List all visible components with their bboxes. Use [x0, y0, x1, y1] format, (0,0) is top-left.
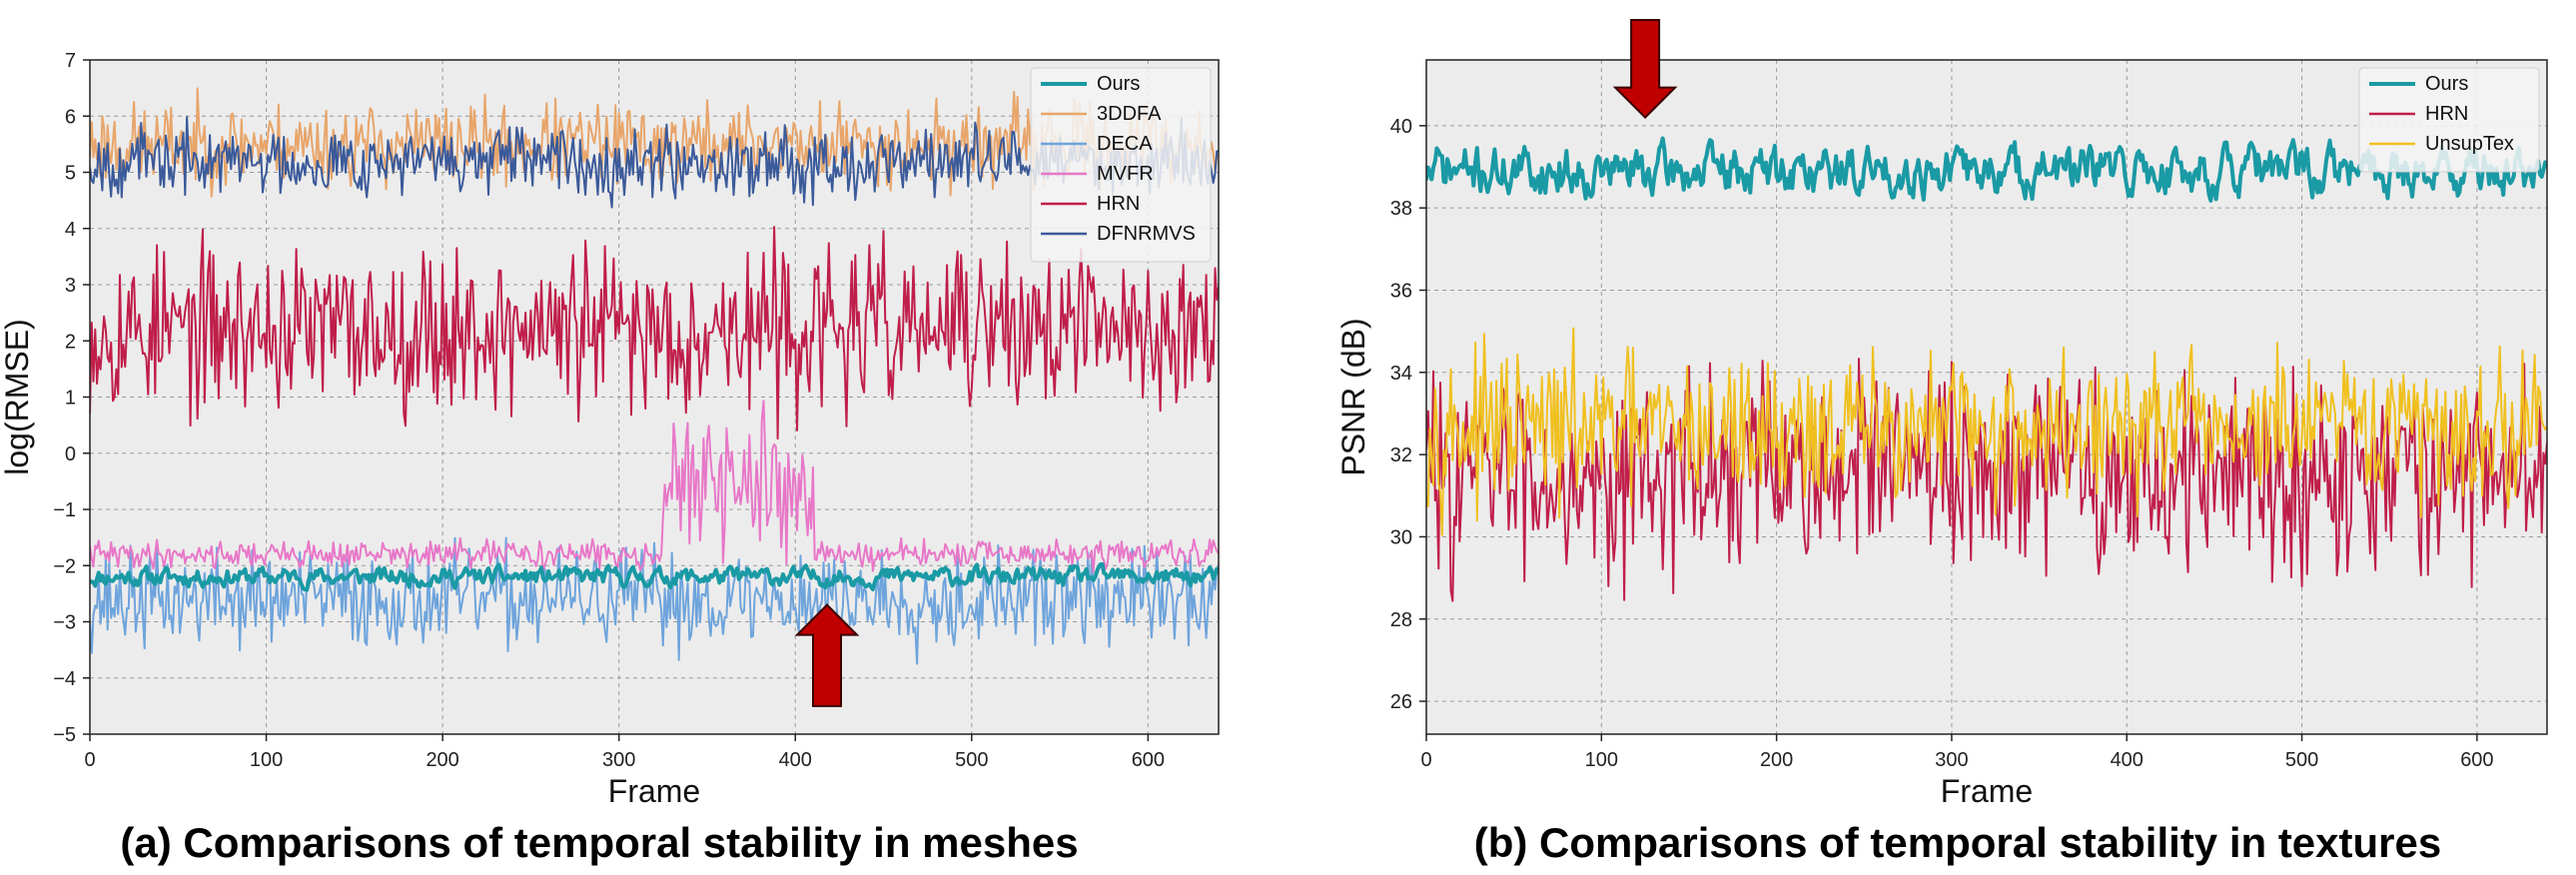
y-tick-label: 26 [1390, 691, 1412, 713]
legend-label: Ours [1097, 73, 1140, 95]
x-tick-label: 0 [1420, 749, 1431, 771]
y-tick-label: −5 [53, 724, 76, 746]
legend-label: 3DDFA [1097, 103, 1162, 125]
x-tick-label: 500 [955, 749, 988, 771]
axes-frame [1425, 59, 2548, 735]
legend-label: UnsupTex [2425, 133, 2514, 155]
legend-box [1030, 67, 1212, 263]
y-tick-label: 5 [65, 163, 76, 185]
x-tick-label: 400 [779, 749, 812, 771]
chart-a-meshes: 0 100 200 300 400 500 600 −5 −4 −3 −2 −1 0 1 2 3 4 5 6 7 Fra… [0, 50, 1220, 809]
y-tick-label: −4 [53, 668, 76, 690]
y-tick-label: −1 [53, 499, 76, 521]
y-tick-label: 7 [65, 50, 76, 72]
x-tick-label: 300 [602, 749, 635, 771]
legend-label: HRN [1097, 193, 1140, 215]
legend-label: DFNRMVS [1097, 223, 1196, 245]
y-tick-label: 36 [1390, 280, 1412, 302]
legend-label: DECA [1097, 133, 1153, 155]
x-axis-title: Frame [608, 773, 700, 809]
x-tick-label: 100 [1585, 749, 1618, 771]
y-tick-label: −2 [53, 555, 76, 577]
x-tick-label: 200 [426, 749, 458, 771]
legend: Ours HRN UnsupTex [2358, 67, 2540, 173]
y-axis-title: log(RMSE) [0, 319, 35, 474]
y-tick-label: 40 [1390, 116, 1412, 138]
legend-box [2358, 67, 2540, 173]
x-axis-title: Frame [1941, 773, 2033, 809]
series-line-deca [90, 536, 1219, 665]
legend-label: HRN [2425, 103, 2468, 125]
x-tick-label: 100 [250, 749, 283, 771]
y-tick-label: 6 [65, 106, 76, 128]
y-tick-label: 3 [65, 275, 76, 297]
axes-frame [89, 59, 1220, 735]
y-tick-label: 32 [1390, 444, 1412, 466]
x-tick-label: 500 [2285, 749, 2318, 771]
chart-b-textures: 0 100 200 300 400 500 600 26 28 30 32 34 36 38 40 Frame… [1335, 19, 2548, 809]
y-axis-title: PSNR (dB) [1335, 318, 1371, 475]
x-tick-label: 600 [1132, 749, 1165, 771]
y-tick-label: 4 [65, 219, 76, 241]
y-tick-label: 2 [65, 331, 76, 353]
x-tick-label: 300 [1935, 749, 1968, 771]
y-tick-label: 38 [1390, 198, 1412, 220]
legend-label: Ours [2425, 73, 2468, 95]
series-line-hrn [1426, 358, 2547, 602]
series-line-unsuptex [1426, 327, 2547, 536]
y-tick-label: 28 [1390, 609, 1412, 631]
x-tick-label: 400 [2111, 749, 2144, 771]
arrow-down-icon [1612, 19, 1678, 120]
series-line-ours [90, 561, 1219, 592]
y-tick-label: 1 [65, 388, 76, 410]
y-tick-label: 34 [1390, 363, 1412, 385]
y-tick-label: 0 [65, 443, 76, 465]
y-tick-label: 30 [1390, 526, 1412, 548]
y-tick-label: −3 [53, 612, 76, 634]
legend-label: MVFR [1097, 163, 1154, 185]
caption-a: (a) Comparisons of temporal stability in… [120, 819, 1078, 866]
caption-b: (b) Comparisons of temporal stability in… [1474, 819, 2441, 866]
x-tick-label: 600 [2460, 749, 2493, 771]
legend: Ours 3DDFA DECA MVFR HRN DFNRMVS [1030, 67, 1212, 263]
series-line-hrn [90, 226, 1219, 440]
x-tick-label: 200 [1760, 749, 1793, 771]
arrow-up-icon [794, 603, 860, 707]
x-tick-label: 0 [84, 749, 95, 771]
series-line-mvfr [90, 400, 1219, 573]
